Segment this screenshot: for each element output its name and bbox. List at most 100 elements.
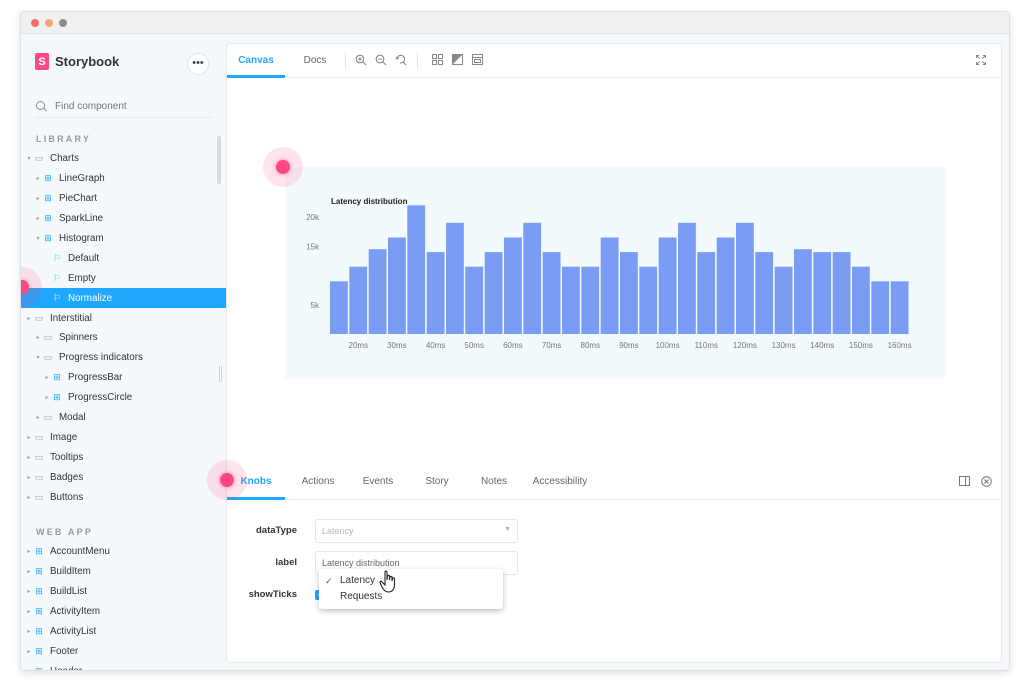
histogram-bar <box>426 252 445 334</box>
folder-icon: ▭ <box>34 471 44 482</box>
sidebar-item-empty[interactable]: ⚐ Empty <box>21 268 226 288</box>
tab-knobs[interactable]: Knobs <box>227 464 285 500</box>
sidebar-item-modal[interactable]: ▸ ▭ Modal <box>21 408 226 428</box>
sidebar-item-buttons[interactable]: ▸ ▭ Buttons <box>21 487 226 507</box>
tab-story[interactable]: Story <box>425 476 449 487</box>
chevron-right-icon[interactable]: ▸ <box>27 315 31 322</box>
chevron-right-icon[interactable]: ▸ <box>27 549 31 556</box>
sidebar-item-progressbar[interactable]: ▸ ⊞ ProgressBar <box>21 368 226 388</box>
component-icon: ⊞ <box>53 372 61 383</box>
dropdown-option-latency[interactable]: ✓ Latency <box>319 573 503 589</box>
chevron-right-icon[interactable]: ▸ <box>36 196 40 203</box>
close-panel-icon[interactable] <box>980 476 992 488</box>
chevron-down-icon[interactable]: ▾ <box>27 156 31 163</box>
chevron-down-icon[interactable]: ▾ <box>36 236 40 242</box>
minimize-window-button[interactable] <box>45 19 53 27</box>
histogram-bar <box>504 237 522 334</box>
sidebar-item-header[interactable]: ▸⊞ Header <box>21 661 226 670</box>
sidebar-item-histogram[interactable]: ▾ ⊞ Histogram <box>21 229 226 249</box>
sidebar-item-label: Default <box>68 252 100 264</box>
toolbar-divider <box>417 53 418 69</box>
app-window: S Storybook ••• LIBRARY ▾▭Charts▸⊞LineGr… <box>20 11 1010 671</box>
sidebar-item-progress-indicators[interactable]: ▾ ▭ Progress indicators <box>21 348 226 368</box>
chevron-right-icon[interactable]: ▸ <box>25 668 33 670</box>
chevron-right-icon[interactable]: ▸ <box>27 629 31 635</box>
sidebar-item-label: Footer <box>50 645 79 657</box>
sidebar-item-label: SparkLine <box>59 213 104 225</box>
chevron-right-icon[interactable]: ▸ <box>27 494 31 501</box>
component-icon: ⊞ <box>35 606 43 617</box>
search-input[interactable] <box>55 101 205 112</box>
sidebar-item-tooltips[interactable]: ▸ ▭ Tooltips <box>21 447 226 467</box>
sidebar-item-default[interactable]: ⚐ Default <box>21 248 226 268</box>
sidebar-item-progresscircle[interactable]: ▸ ⊞ ProgressCircle <box>21 388 226 408</box>
chevron-right-icon[interactable]: ▸ <box>27 648 31 655</box>
x-tick-label: 90ms <box>619 341 639 350</box>
chevron-right-icon[interactable]: ▸ <box>36 415 40 422</box>
viewport-icon[interactable] <box>470 54 484 68</box>
chevron-right-icon[interactable]: ▸ <box>27 569 31 576</box>
chevron-right-icon[interactable]: ▸ <box>27 589 31 596</box>
chevron-right-icon[interactable]: ▸ <box>36 176 40 183</box>
chevron-right-icon[interactable]: ▸ <box>27 609 31 616</box>
x-tick-label: 150ms <box>849 341 873 350</box>
maximize-window-button[interactable] <box>59 19 67 27</box>
sidebar-item-label: Badges <box>50 471 84 483</box>
sidebar-item-charts[interactable]: ▾ ▭ Charts <box>21 149 226 169</box>
dropdown-option-requests[interactable]: Requests <box>319 589 503 605</box>
chevron-right-icon[interactable]: ▸ <box>36 216 40 223</box>
click-indicator <box>21 267 42 307</box>
chevron-right-icon[interactable]: ▸ <box>45 375 49 382</box>
panel-orientation-icon[interactable] <box>958 476 970 488</box>
component-icon: ⊞ <box>35 586 43 597</box>
close-window-button[interactable] <box>31 19 39 27</box>
component-icon: ⊞ <box>53 392 61 403</box>
main-panel: Canvas Docs <box>226 43 1002 663</box>
tab-docs[interactable]: Docs <box>303 55 327 66</box>
sidebar-item-interstitial[interactable]: ▸ ▭ Interstitial <box>21 308 226 328</box>
fullscreen-icon[interactable] <box>975 55 987 67</box>
tab-events[interactable]: Events <box>362 476 394 487</box>
tab-notes[interactable]: Notes <box>480 476 508 487</box>
zoom-in-icon[interactable] <box>354 54 368 68</box>
sidebar-item-piechart[interactable]: ▸ ⊞ PieChart <box>21 189 226 209</box>
webapp-section-label: WEB APP <box>36 527 94 537</box>
knob-datatype-select[interactable]: Latency ▼ <box>315 519 518 543</box>
sidebar-item-linegraph[interactable]: ▸ ⊞ LineGraph <box>21 169 226 189</box>
chevron-right-icon[interactable]: ▸ <box>27 434 31 441</box>
sidebar-item-spinners[interactable]: ▸ ▭ Spinners <box>21 328 226 348</box>
sidebar-item-label: AccountMenu <box>50 546 110 558</box>
background-icon[interactable] <box>450 54 464 68</box>
sidebar-item-activitylist[interactable]: ▸ ⊞ ActivityList <box>21 622 226 642</box>
sidebar-item-buildlist[interactable]: ▸ ⊞ BuildList <box>21 582 226 602</box>
brand[interactable]: S Storybook <box>35 53 119 70</box>
sidebar-item-badges[interactable]: ▸ ▭ Badges <box>21 467 226 487</box>
sidebar-menu-button[interactable]: ••• <box>187 53 209 75</box>
sidebar-scrollbar[interactable] <box>217 136 221 184</box>
chevron-right-icon[interactable]: ▸ <box>27 474 31 481</box>
tab-actions[interactable]: Actions <box>301 476 335 487</box>
x-tick-label: 160ms <box>888 341 912 350</box>
histogram-bar <box>562 266 580 334</box>
tab-canvas[interactable]: Canvas <box>227 44 285 78</box>
chevron-right-icon[interactable]: ▸ <box>45 395 49 402</box>
tab-accessibility[interactable]: Accessibility <box>532 476 588 487</box>
title-bar <box>21 12 1009 34</box>
zoom-out-icon[interactable] <box>374 54 388 68</box>
chevron-right-icon[interactable]: ▸ <box>27 454 31 461</box>
folder-icon: ▭ <box>34 312 44 323</box>
histogram-bar <box>523 222 542 334</box>
sidebar-item-image[interactable]: ▸ ▭ Image <box>21 427 226 447</box>
chevron-right-icon[interactable]: ▸ <box>36 335 40 342</box>
zoom-reset-icon[interactable] <box>394 54 408 68</box>
sidebar-resize-handle[interactable] <box>219 366 222 382</box>
grid-icon[interactable] <box>430 54 444 68</box>
sidebar-item-normalize[interactable]: ⚐ Normalize <box>21 288 226 309</box>
sidebar-item-sparkline[interactable]: ▸ ⊞ SparkLine <box>21 209 226 229</box>
histogram-bar <box>794 249 812 334</box>
sidebar-item-builditem[interactable]: ▸ ⊞ BuildItem <box>21 562 226 582</box>
sidebar-item-accountmenu[interactable]: ▸ ⊞ AccountMenu <box>21 542 226 562</box>
sidebar-item-activityitem[interactable]: ▸ ⊞ ActivityItem <box>21 602 226 622</box>
sidebar-item-footer[interactable]: ▸ ⊞ Footer <box>21 641 226 661</box>
chevron-down-icon[interactable]: ▾ <box>36 355 40 362</box>
